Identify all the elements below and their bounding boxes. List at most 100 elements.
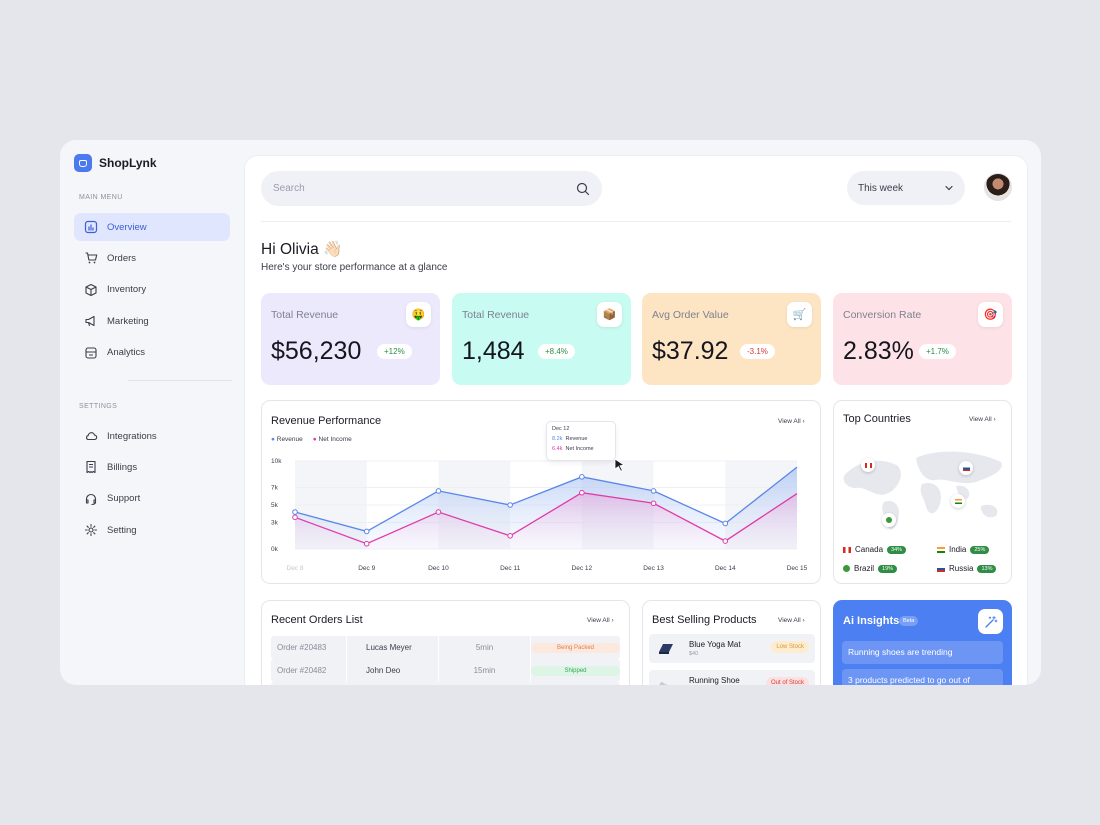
view-all-link[interactable]: View All › <box>587 617 614 624</box>
order-status-cell: Being Packed <box>531 642 620 653</box>
data-point[interactable] <box>363 540 370 547</box>
data-point[interactable] <box>363 528 370 535</box>
sidebar-item-marketing[interactable]: Marketing <box>74 307 230 335</box>
gear-icon <box>84 524 98 537</box>
view-all-link[interactable]: View All › <box>778 617 805 624</box>
card-title: Revenue Performance <box>271 415 382 427</box>
magic-wand-icon <box>984 615 997 628</box>
data-point[interactable] <box>507 533 513 539</box>
card-title: Best Selling Products <box>652 614 757 626</box>
avatar[interactable] <box>984 173 1012 201</box>
main-menu: Overview Orders Inventory Marketing Anal… <box>74 213 230 370</box>
period-select[interactable]: This week <box>847 171 965 205</box>
view-all-label: View All <box>778 418 801 425</box>
kpi-change: +8.4% <box>538 344 575 359</box>
sidebar-item-integrations[interactable]: Integrations <box>74 422 230 450</box>
sidebar-item-label: Setting <box>107 524 137 536</box>
kpi-value: $37.92 <box>652 337 729 365</box>
greeting-subtitle: Here's your store performance at a glanc… <box>261 262 448 273</box>
map-pin-russia[interactable] <box>959 461 973 475</box>
data-point[interactable] <box>507 502 513 508</box>
sidebar-item-billings[interactable]: Billings <box>74 453 230 481</box>
insight-item[interactable]: Running shoes are trending <box>842 641 1003 664</box>
sidebar-item-label: Integrations <box>107 430 157 442</box>
sidebar-item-setting[interactable]: Setting <box>74 516 230 544</box>
y-tick-label: 7k <box>271 484 279 491</box>
stock-badge: Low Stock <box>771 641 809 653</box>
product-item[interactable]: Blue Yoga Mat $40 Low Stock <box>649 634 815 663</box>
map-pin-canada[interactable] <box>861 458 875 472</box>
magic-wand-button[interactable] <box>978 609 1003 634</box>
brand-name: ShopLynk <box>99 156 157 170</box>
country-pct: 34% <box>887 545 907 554</box>
search-input[interactable]: Search <box>273 183 305 194</box>
settings-menu: Integrations Billings Support Setting <box>74 422 230 548</box>
insight-item[interactable]: 3 products predicted to go out of <box>842 669 1003 685</box>
data-point[interactable] <box>722 538 729 544</box>
data-point[interactable] <box>650 500 657 507</box>
sidebar-item-inventory[interactable]: Inventory <box>74 276 230 304</box>
legend-label: Revenue <box>276 436 303 443</box>
data-point[interactable] <box>435 488 442 494</box>
sidebar-item-label: Overview <box>107 221 147 233</box>
box-icon <box>85 283 97 296</box>
series-area <box>295 492 797 549</box>
recent-orders-card: Recent Orders List View All › Order #204… <box>261 600 630 685</box>
x-tick-label: Dec 12 <box>572 565 593 572</box>
settings-label: SETTINGS <box>79 403 118 410</box>
country-canada: Canada 34% <box>843 545 907 554</box>
revenue-chart: 0k 3k 5k 7k 10k Dec 8 Dec 9 Dec 10 Dec 11 Dec 12 D… <box>271 458 808 572</box>
sidebar-item-support[interactable]: Support <box>74 485 230 513</box>
kpi-label: Conversion Rate <box>843 309 922 321</box>
kpi-label: Total Revenue <box>271 309 339 321</box>
search-icon[interactable] <box>576 182 590 196</box>
country-name: Canada <box>855 545 884 554</box>
brand[interactable]: ShopLynk <box>74 154 157 172</box>
chevron-down-icon <box>945 185 953 191</box>
sidebar-item-orders[interactable]: Orders <box>74 244 230 272</box>
view-all-link[interactable]: View All › <box>969 416 996 423</box>
kpi-label: Avg Order Value <box>652 309 729 321</box>
tooltip-revenue: 8.2k Revenue <box>552 436 610 442</box>
kpi-card-conversion-rate: Conversion Rate 2.83% +1.7% 🎯 <box>833 293 1012 385</box>
tooltip-revenue-value: 8.2k <box>552 436 563 442</box>
table-row[interactable]: Order #20483 Lucas Meyer 5min Being Pack… <box>271 636 620 659</box>
chart-icon <box>84 220 98 234</box>
data-point[interactable] <box>292 509 298 515</box>
data-point[interactable] <box>292 514 298 521</box>
search-bar[interactable]: Search <box>261 171 602 206</box>
view-all-link[interactable]: View All › <box>778 418 805 425</box>
x-tick-label: Dec 13 <box>643 565 664 572</box>
table-row[interactable] <box>271 682 620 685</box>
product-name: Blue Yoga Mat <box>689 640 741 649</box>
country-name: Russia <box>949 564 974 573</box>
sidebar-item-overview[interactable]: Overview <box>74 213 230 241</box>
x-tick-label: Dec 15 <box>787 565 808 572</box>
legend-revenue: ● Revenue <box>271 436 303 443</box>
chart-tooltip: Dec 12 8.2k Revenue 6.4k Net Income <box>546 421 616 461</box>
data-point[interactable] <box>650 488 657 494</box>
map-pin-india[interactable] <box>951 494 965 508</box>
country-name: Brazil <box>854 564 875 573</box>
map-pin-brazil[interactable] <box>882 513 896 527</box>
cart-icon <box>85 252 98 264</box>
y-tick-label: 10k <box>271 458 282 465</box>
order-time: 15min <box>439 659 531 682</box>
data-point[interactable] <box>722 520 729 527</box>
data-point[interactable] <box>579 474 585 480</box>
tooltip-net-label: Net Income <box>565 446 594 452</box>
order-customer: Lucas Meyer <box>347 636 439 659</box>
data-point[interactable] <box>579 489 585 496</box>
header-divider <box>261 221 1011 222</box>
country-russia: Russia 13% <box>937 564 997 573</box>
card-title: Top Countries <box>843 413 911 425</box>
legend-net-income: ● Net Income <box>312 436 352 443</box>
table-row[interactable]: Order #20482 John Deo 15min Shipped <box>271 659 620 682</box>
stock-badge: Out of Stock <box>765 677 809 685</box>
beta-badge: Beta <box>899 616 919 626</box>
product-item[interactable]: Running Shoe Out of Stock <box>649 670 815 685</box>
kpi-card-total-revenue: Total Revenue $56,230 +12% 🤑 <box>261 293 440 385</box>
data-point[interactable] <box>435 509 442 515</box>
sidebar-item-analytics[interactable]: Analytics <box>74 339 230 367</box>
top-countries-card: Top Countries View All › Canada 34% <box>833 400 1012 584</box>
